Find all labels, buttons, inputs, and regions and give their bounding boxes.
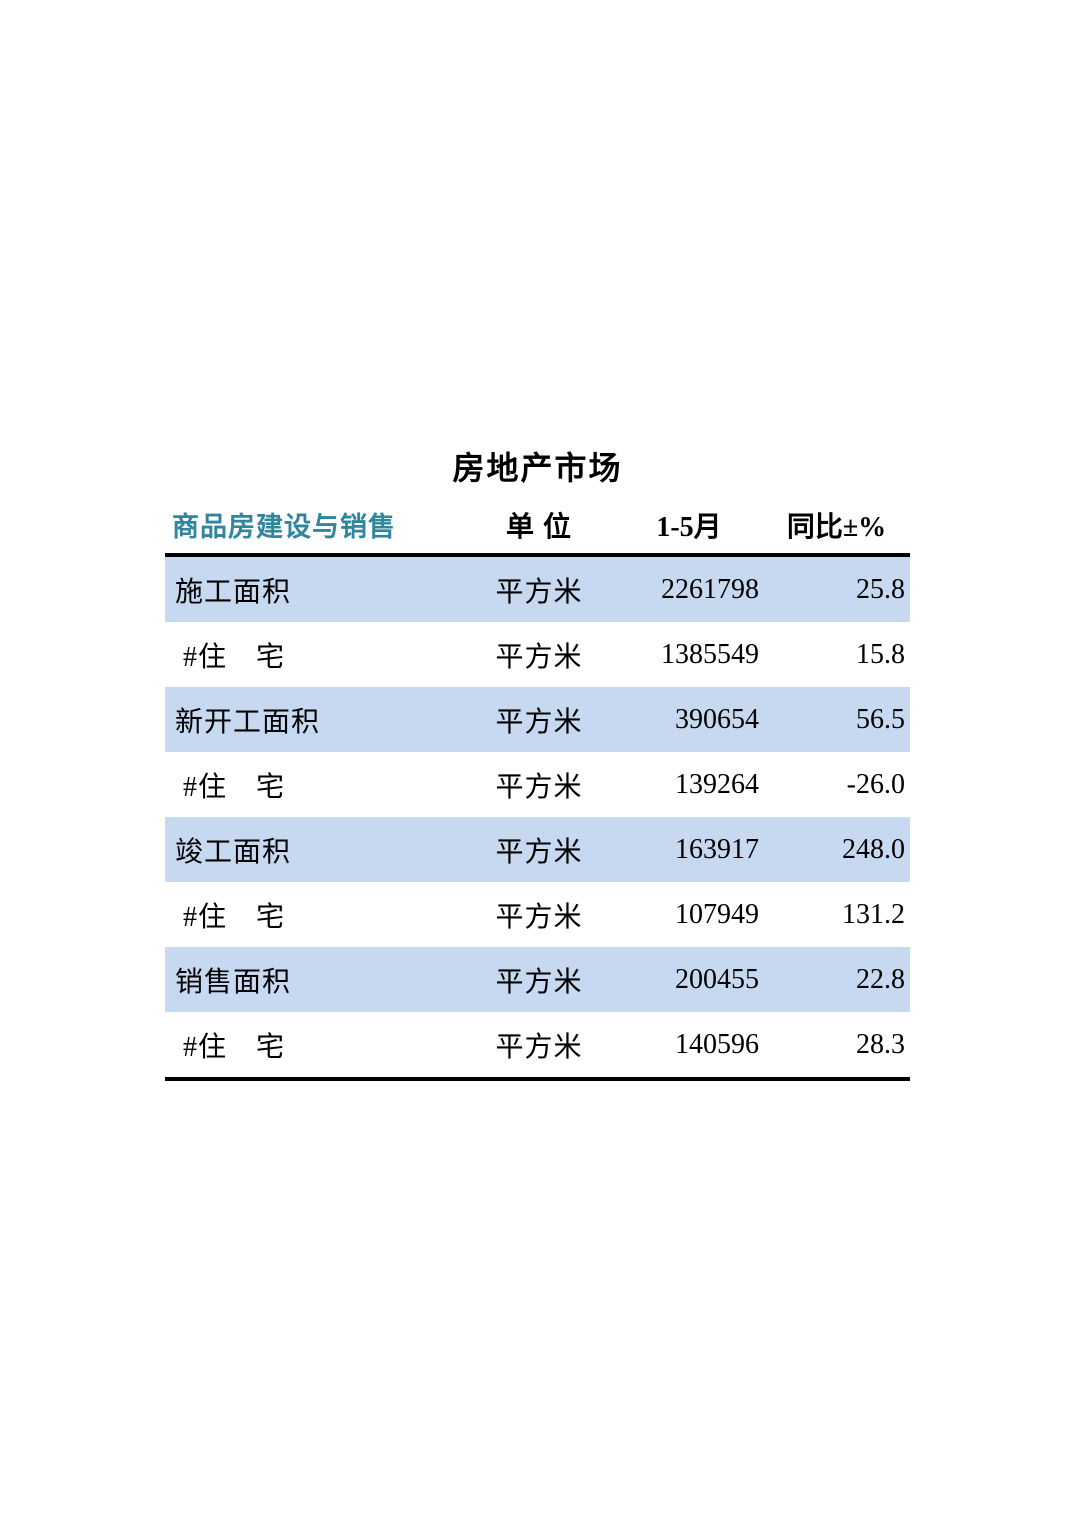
header-period: 1-5月: [615, 496, 763, 557]
row-value: 390654: [615, 687, 763, 752]
row-yoy: -26.0: [846, 768, 905, 800]
real-estate-table: 商品房建设与销售 单 位 1-5月 同比±% 施工面积 平方米 2261798 …: [165, 496, 910, 1081]
row-unit: 平方米: [463, 1012, 615, 1081]
row-yoy: 248.0: [763, 817, 910, 882]
row-unit: 平方米: [463, 687, 615, 752]
row-value: 107949: [675, 898, 759, 930]
row-yoy: 28.3: [763, 1012, 910, 1081]
table-row: #住 宅 平方米 1385549 15.8: [165, 622, 910, 687]
row-unit: 平方米: [495, 901, 583, 933]
row-unit: 平方米: [495, 771, 583, 803]
table-row: #住 宅 平方米 140596 28.3: [165, 1012, 910, 1081]
row-unit: 平方米: [463, 947, 615, 1012]
row-label: 新开工面积: [165, 687, 463, 752]
row-label: 销售面积: [165, 947, 463, 1012]
table-row: 竣工面积 平方米 163917 248.0: [165, 817, 910, 882]
row-value: 163917: [615, 817, 763, 882]
row-yoy: 22.8: [763, 947, 910, 1012]
table-row: 新开工面积 平方米 390654 56.5: [165, 687, 910, 752]
row-value: 200455: [615, 947, 763, 1012]
header-unit: 单 位: [463, 496, 615, 557]
row-label: #住 宅: [183, 901, 286, 933]
header-yoy: 同比±%: [763, 496, 910, 557]
table-row: 销售面积 平方米 200455 22.8: [165, 947, 910, 1012]
row-value: 2261798: [615, 555, 763, 622]
row-yoy: 15.8: [856, 638, 905, 670]
table-row: #住 宅 平方米 139264 -26.0: [165, 752, 910, 817]
row-label: #住 宅: [183, 641, 286, 673]
header-section-label: 商品房建设与销售: [165, 496, 463, 557]
table-row: #住 宅 平方米 107949 131.2: [165, 882, 910, 947]
table-body: 施工面积 平方米 2261798 25.8 #住 宅 平方米 1385549 1…: [165, 555, 910, 1081]
row-label: 施工面积: [165, 555, 463, 622]
row-unit: 平方米: [495, 641, 583, 673]
row-unit: 平方米: [463, 817, 615, 882]
table-header: 商品房建设与销售 单 位 1-5月 同比±%: [165, 496, 910, 557]
page-title: 房地产市场: [452, 450, 623, 486]
row-value: 140596: [615, 1012, 763, 1081]
row-value: 1385549: [661, 638, 759, 670]
table-row: 施工面积 平方米 2261798 25.8: [165, 555, 910, 622]
header-row: 商品房建设与销售 单 位 1-5月 同比±%: [165, 496, 910, 557]
row-label: 竣工面积: [165, 817, 463, 882]
row-yoy: 131.2: [842, 898, 905, 930]
row-unit: 平方米: [463, 555, 615, 622]
row-yoy: 56.5: [763, 687, 910, 752]
row-label: #住 宅: [165, 1012, 463, 1081]
row-label: #住 宅: [183, 771, 286, 803]
document-page: 房地产市场 商品房建设与销售 单 位 1-5月 同比±% 施工面积 平方米 22…: [165, 446, 910, 1081]
row-yoy: 25.8: [763, 555, 910, 622]
row-value: 139264: [675, 768, 759, 800]
